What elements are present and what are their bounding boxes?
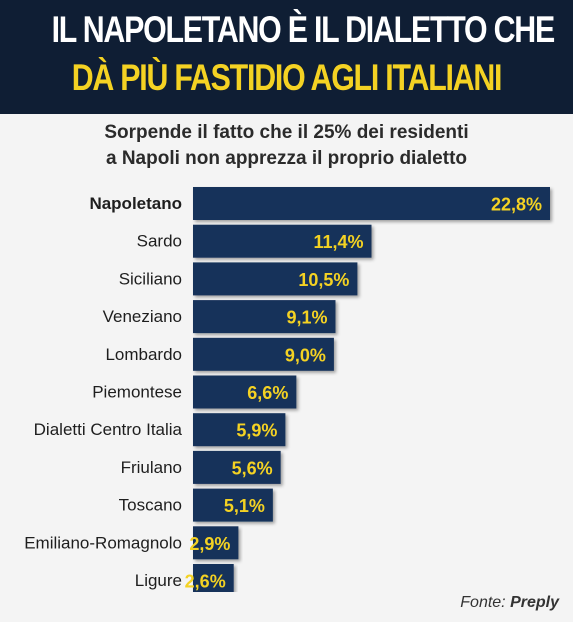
- bar-7: [193, 450, 281, 484]
- bar-3: [193, 300, 336, 334]
- category-label-8: Toscano: [119, 496, 182, 515]
- bar-4: [193, 337, 334, 371]
- bar-2: [193, 262, 358, 296]
- bar-9: [193, 526, 239, 560]
- category-label-1: Sardo: [137, 232, 182, 251]
- category-label-10: Ligure: [135, 571, 182, 590]
- bar-6: [193, 413, 286, 447]
- title-line-1: IL NAPOLETANO È IL DIALETTO CHE: [51, 9, 556, 50]
- value-label-0: 22,8%: [491, 195, 542, 215]
- bar-10: [193, 564, 234, 592]
- bar-8: [193, 488, 273, 522]
- value-label-1: 11,4%: [313, 232, 363, 252]
- category-label-5: Piemontese: [92, 383, 182, 402]
- source-name: Preply: [510, 594, 559, 611]
- category-label-6: Dialetti Centro Italia: [34, 420, 183, 439]
- subtitle-line-1: Sorpende il fatto che il 25% dei residen…: [104, 122, 469, 143]
- category-label-9: Emiliano-Romagnolo: [24, 533, 182, 552]
- category-label-2: Siciliano: [119, 269, 182, 288]
- title-banner: IL NAPOLETANO È IL DIALETTO CHE DÀ PIÙ F…: [0, 0, 573, 114]
- bar-5: [193, 375, 297, 409]
- value-label-6: 5,9%: [236, 421, 277, 441]
- source-prefix: Fonte:: [460, 594, 511, 611]
- value-label-8: 5,1%: [224, 496, 265, 516]
- category-label-4: Lombardo: [105, 345, 182, 364]
- value-label-2: 10,5%: [298, 270, 349, 290]
- title-line-2: DÀ PIÙ FASTIDIO AGLI ITALIANI: [71, 57, 503, 98]
- value-label-9: 2,9%: [189, 534, 230, 554]
- category-label-7: Friulano: [121, 458, 182, 477]
- category-label-0: Napoletano: [89, 194, 182, 213]
- subtitle-line-2: a Napoli non apprezza il proprio dialett…: [105, 148, 468, 169]
- subtitle: Sorpende il fatto che il 25% dei residen…: [0, 120, 573, 172]
- bar-0: [193, 187, 550, 220]
- value-label-7: 5,6%: [232, 458, 273, 478]
- category-label-3: Veneziano: [103, 307, 182, 326]
- bar-chart: Napoletano 22,8% Sardo 11,4% Siciliano 10,5% V…: [24, 187, 550, 592]
- value-label-5: 6,6%: [247, 383, 288, 403]
- value-label-10: 2,6%: [185, 572, 226, 592]
- value-label-4: 9,0%: [285, 345, 326, 365]
- source-note: Fonte: Preply: [460, 594, 559, 612]
- value-label-3: 9,1%: [286, 308, 327, 328]
- bar-1: [193, 224, 372, 258]
